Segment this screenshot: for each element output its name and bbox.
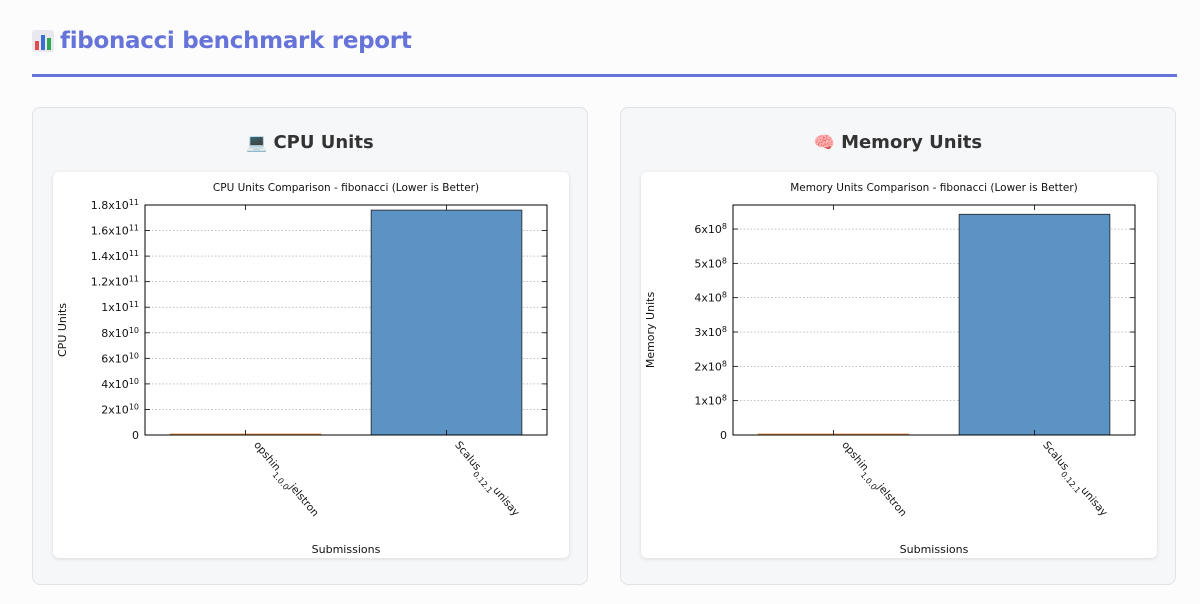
laptop-icon: 💻 bbox=[246, 132, 268, 153]
bar bbox=[958, 213, 1111, 436]
y-tick-label: 5x108 bbox=[694, 256, 727, 271]
chart-title: Memory Units Comparison - fibonacci (Low… bbox=[790, 182, 1078, 194]
x-axis-label: Submissions bbox=[900, 543, 969, 556]
y-tick-label: 6x108 bbox=[694, 222, 727, 237]
y-tick-label: 0 bbox=[132, 429, 139, 442]
memory-chart-card: Memory Units Comparison - fibonacci (Low… bbox=[641, 172, 1157, 558]
y-tick-label: 2x108 bbox=[694, 359, 727, 374]
memory-panel-heading: 🧠 Memory Units bbox=[621, 132, 1175, 153]
cpu-chart-card: CPU Units Comparison - fibonacci (Lower … bbox=[53, 172, 569, 558]
y-tick-label: 1x1011 bbox=[101, 300, 139, 315]
y-axis-label: Memory Units bbox=[644, 292, 657, 369]
plot-frame bbox=[144, 204, 548, 436]
x-tick-label: opshin1.0.0jelstron bbox=[249, 439, 321, 521]
y-tick-label: 3x108 bbox=[694, 325, 727, 340]
y-tick-label: 8x1010 bbox=[101, 325, 139, 340]
cpu-panel-heading: 💻 CPU Units bbox=[33, 132, 587, 153]
memory-units-chart: Memory Units Comparison - fibonacci (Low… bbox=[644, 182, 1136, 556]
y-tick-label: 4x1010 bbox=[101, 376, 139, 391]
y-tick-label: 1x108 bbox=[694, 393, 727, 408]
brain-icon: 🧠 bbox=[813, 132, 836, 153]
title-divider bbox=[32, 74, 1177, 77]
chart-title: CPU Units Comparison - fibonacci (Lower … bbox=[213, 182, 479, 194]
bar-chart-icon bbox=[32, 30, 54, 52]
cpu-panel-heading-text: CPU Units bbox=[273, 132, 374, 153]
cpu-units-panel: 💻 CPU Units CPU Units Comparison - fibon… bbox=[32, 107, 588, 585]
page-title: fibonacci benchmark report bbox=[60, 28, 412, 54]
y-tick-label: 1.6x1011 bbox=[91, 223, 139, 238]
x-tick-label: Scalus0.12.1unisay bbox=[450, 439, 522, 521]
memory-panel-heading-text: Memory Units bbox=[841, 132, 983, 153]
plot-frame bbox=[732, 204, 1136, 436]
cpu-units-chart: CPU Units Comparison - fibonacci (Lower … bbox=[56, 182, 548, 556]
y-tick-label: 1.8x1011 bbox=[91, 198, 139, 213]
y-tick-label: 0 bbox=[720, 429, 727, 442]
y-tick-label: 1.4x1011 bbox=[91, 249, 139, 264]
memory-units-panel: 🧠 Memory Units Memory Units Comparison -… bbox=[620, 107, 1176, 585]
x-tick-label: Scalus0.12.1unisay bbox=[1038, 439, 1110, 521]
y-tick-label: 2x1010 bbox=[101, 402, 139, 417]
x-axis-label: Submissions bbox=[312, 543, 381, 556]
y-tick-label: 1.2x1011 bbox=[91, 274, 139, 289]
y-tick-label: 6x1010 bbox=[101, 351, 139, 366]
report-header: fibonacci benchmark report bbox=[32, 28, 1177, 77]
x-tick-label: opshin1.0.0jelstron bbox=[837, 439, 909, 521]
bar bbox=[370, 209, 523, 436]
y-axis-label: CPU Units bbox=[56, 303, 69, 357]
y-tick-label: 4x108 bbox=[694, 290, 727, 305]
